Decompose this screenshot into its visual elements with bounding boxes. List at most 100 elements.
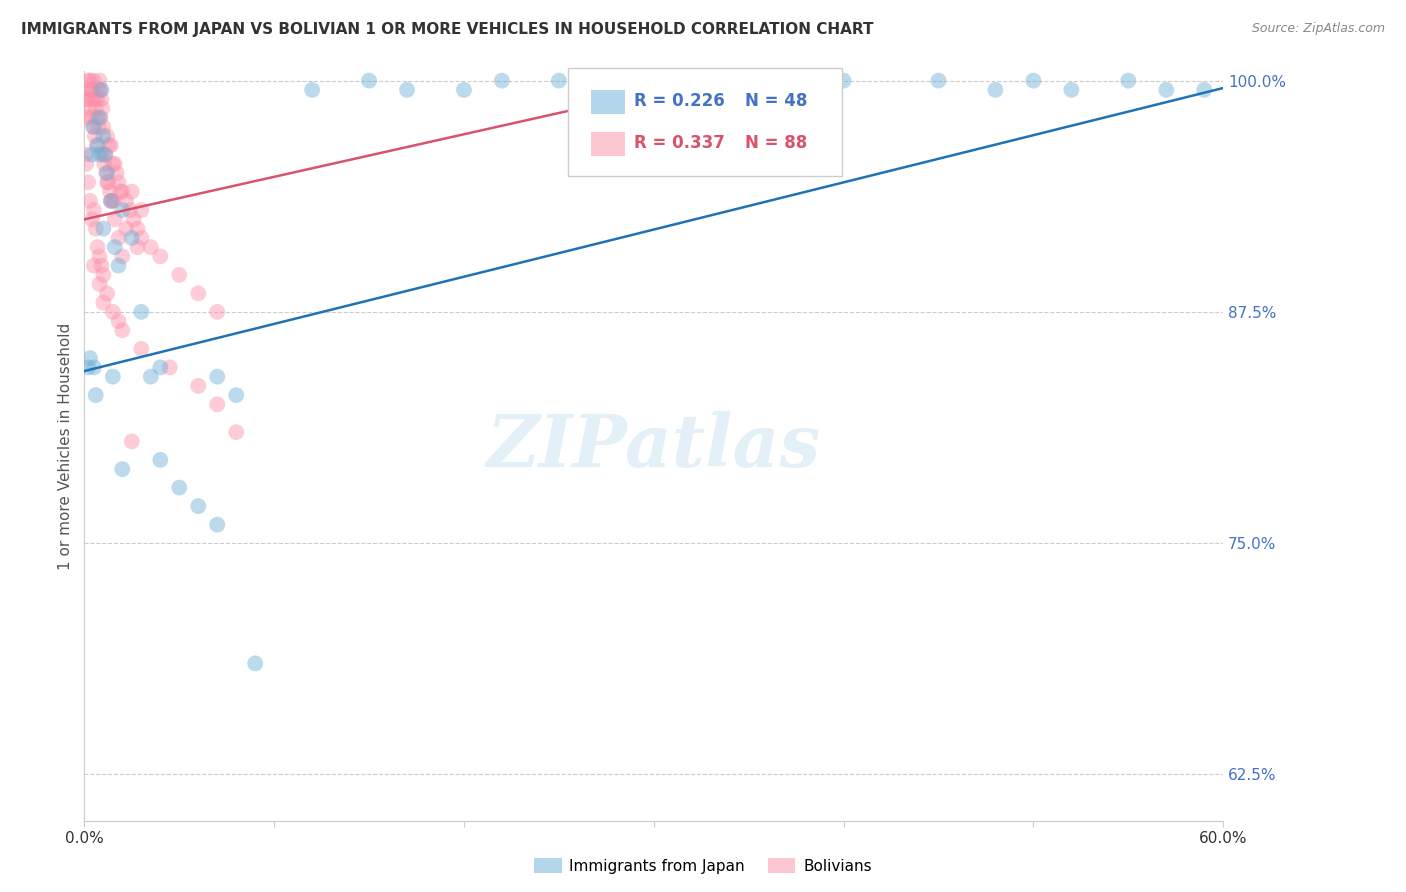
Point: [832, 73, 855, 87]
Point: [121, 434, 143, 449]
Point: [105, 166, 128, 180]
Point: [96, 286, 118, 301]
Point: [127, 240, 149, 254]
Point: [77, 360, 100, 375]
Point: [83, 129, 105, 144]
Point: [118, 203, 141, 218]
FancyBboxPatch shape: [591, 90, 626, 114]
Point: [139, 240, 162, 254]
Point: [187, 286, 209, 301]
Point: [77, 175, 100, 189]
Point: [93, 120, 115, 134]
Point: [89, 249, 111, 263]
Point: [100, 194, 122, 208]
Point: [75, 157, 97, 171]
Point: [90, 83, 112, 97]
Point: [187, 379, 209, 393]
Point: [129, 203, 153, 218]
Point: [89, 83, 111, 97]
Point: [100, 138, 122, 153]
Point: [83, 92, 105, 106]
Point: [111, 323, 134, 337]
Text: N = 48: N = 48: [745, 92, 807, 110]
Point: [77, 101, 100, 115]
Point: [83, 360, 105, 375]
Point: [643, 73, 665, 87]
Point: [89, 277, 111, 292]
Point: [82, 83, 104, 97]
Point: [107, 231, 129, 245]
Text: ZIPatlas: ZIPatlas: [486, 410, 821, 482]
Point: [91, 147, 114, 161]
Point: [86, 92, 108, 106]
Point: [87, 120, 110, 134]
Point: [928, 73, 950, 87]
Point: [79, 351, 101, 365]
Point: [89, 73, 111, 87]
Point: [79, 73, 101, 87]
Point: [359, 73, 381, 87]
Point: [101, 305, 124, 319]
Point: [86, 138, 108, 153]
Point: [129, 231, 153, 245]
Text: N = 88: N = 88: [745, 134, 807, 152]
Point: [80, 83, 103, 97]
Point: [80, 212, 103, 227]
Text: R = 0.337: R = 0.337: [634, 134, 725, 152]
Point: [89, 111, 111, 125]
Point: [1156, 83, 1178, 97]
Text: Source: ZipAtlas.com: Source: ZipAtlas.com: [1251, 22, 1385, 36]
Point: [453, 83, 475, 97]
Point: [75, 111, 97, 125]
Text: R = 0.226: R = 0.226: [634, 92, 725, 110]
FancyBboxPatch shape: [591, 132, 626, 156]
Point: [104, 157, 127, 171]
Point: [127, 221, 149, 235]
Point: [101, 157, 124, 171]
Point: [207, 305, 229, 319]
Point: [129, 342, 153, 356]
Point: [101, 369, 124, 384]
Point: [121, 231, 143, 245]
Point: [90, 92, 112, 106]
Point: [107, 259, 129, 273]
Point: [93, 129, 115, 144]
Point: [207, 517, 229, 532]
Point: [207, 397, 229, 411]
FancyBboxPatch shape: [568, 68, 842, 177]
Point: [77, 83, 100, 97]
Point: [207, 369, 229, 384]
Point: [96, 175, 118, 189]
Point: [84, 221, 107, 235]
Point: [83, 259, 105, 273]
Point: [1118, 73, 1140, 87]
Point: [111, 185, 134, 199]
Point: [82, 120, 104, 134]
Point: [129, 305, 153, 319]
Point: [96, 129, 118, 144]
Point: [93, 157, 115, 171]
Text: IMMIGRANTS FROM JAPAN VS BOLIVIAN 1 OR MORE VEHICLES IN HOUSEHOLD CORRELATION CH: IMMIGRANTS FROM JAPAN VS BOLIVIAN 1 OR M…: [21, 22, 873, 37]
Point: [103, 194, 125, 208]
Point: [94, 147, 117, 161]
Point: [149, 249, 172, 263]
Point: [83, 203, 105, 218]
Point: [245, 657, 267, 671]
Point: [84, 101, 107, 115]
Point: [86, 240, 108, 254]
Point: [738, 73, 761, 87]
Point: [159, 360, 181, 375]
Point: [100, 194, 122, 208]
Y-axis label: 1 or more Vehicles in Household: 1 or more Vehicles in Household: [58, 322, 73, 570]
Point: [122, 212, 145, 227]
Point: [700, 73, 723, 87]
Point: [98, 185, 121, 199]
Point: [97, 175, 120, 189]
Point: [107, 314, 129, 328]
Legend: Immigrants from Japan, Bolivians: Immigrants from Japan, Bolivians: [529, 852, 877, 880]
Point: [115, 194, 138, 208]
Point: [83, 73, 105, 87]
Point: [107, 175, 129, 189]
Point: [225, 425, 247, 439]
Point: [96, 166, 118, 180]
